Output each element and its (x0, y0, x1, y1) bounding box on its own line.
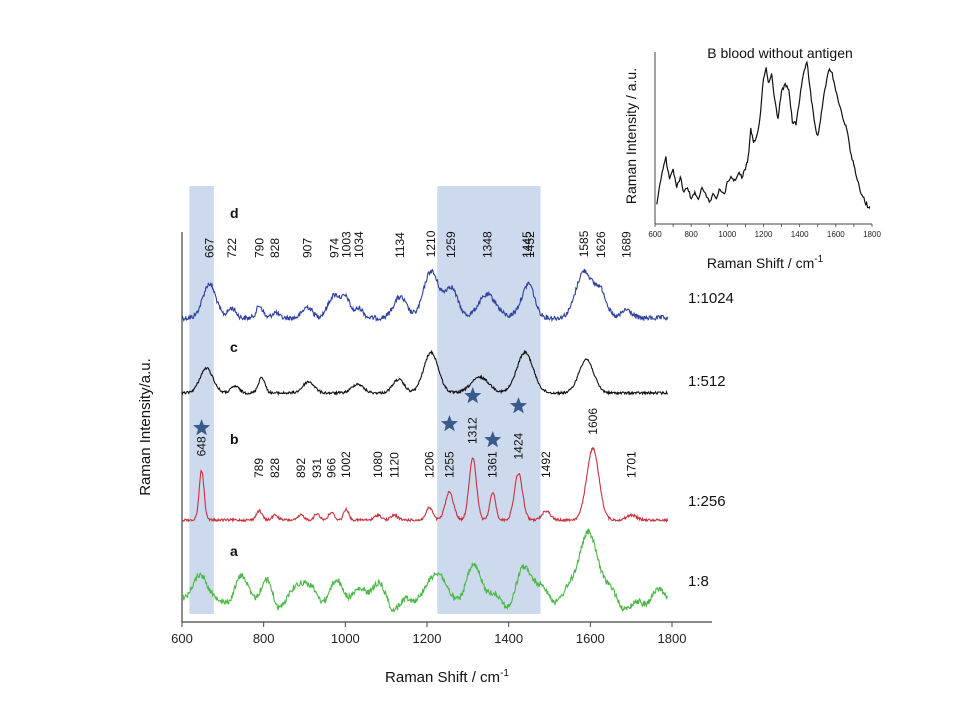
inset-tick-label: 1200 (755, 230, 773, 239)
x-tick-label: 1200 (413, 631, 442, 646)
inset-x-ticks: 600 800 1000 1200 1400 1600 1800 (648, 224, 881, 239)
x-tick-label: 800 (253, 631, 275, 646)
peak-label: 1134 (393, 232, 407, 258)
peak-label: 1424 (512, 432, 526, 459)
inset-tick-label: 600 (648, 230, 662, 239)
peak-label: 789 (252, 458, 266, 478)
peak-label: 1255 (443, 451, 457, 478)
peak-label: 828 (268, 238, 282, 258)
inset-tick-label: 1400 (791, 230, 809, 239)
main-y-axis-title: Raman Intensity/a.u. (137, 358, 154, 496)
peak-label: 1348 (480, 231, 494, 258)
x-tick-label: 1800 (658, 631, 687, 646)
trace-annotations: d 1:1024 c 1:512 b 1:256 a 1:8 (230, 205, 734, 590)
peak-label: 648 (195, 436, 209, 456)
inset-trace (656, 60, 871, 209)
star-marker (464, 387, 482, 404)
peak-label: 1206 (422, 451, 436, 478)
peak-label: 790 (253, 238, 267, 258)
ratio-label-d: 1:1024 (688, 290, 734, 307)
inset-tick-label: 1600 (827, 230, 845, 239)
x-tick-label: 1000 (331, 631, 360, 646)
ratio-label-c: 1:512 (688, 373, 726, 390)
trace-a (181, 527, 669, 613)
trace-letter-b: b (230, 431, 239, 447)
x-tick-label: 1600 (576, 631, 605, 646)
trace-letter-a: a (230, 543, 238, 559)
inset-tick-label: 800 (684, 230, 698, 239)
peak-label: 907 (300, 238, 314, 258)
peak-label: 1492 (539, 451, 553, 478)
inset-x-axis-title: Raman Shift / cm-1 (707, 254, 824, 271)
ratio-label-b: 1:256 (688, 493, 726, 510)
peak-label: 931 (310, 458, 324, 478)
inset-title: B blood without antigen (707, 45, 853, 61)
peak-label: 1034 (352, 231, 366, 258)
spectra-traces (181, 268, 669, 613)
main-x-axis-title: Raman Shift / cm-1 (385, 668, 509, 686)
highlight-band (189, 186, 214, 614)
inset-chart: 600 800 1000 1200 1400 1600 1800 B blood witho… (623, 45, 881, 271)
star-marker (509, 397, 527, 414)
peak-label: 1312 (466, 417, 480, 444)
x-tick-label: 1400 (494, 631, 523, 646)
highlight-bands (189, 186, 541, 614)
peak-label: 1585 (577, 230, 591, 257)
peak-label: 1361 (486, 451, 500, 478)
peak-label: 828 (268, 458, 282, 478)
inset-y-axis-title: Raman Intensity / a.u. (623, 68, 639, 204)
inset-tick-label: 1800 (863, 230, 881, 239)
peak-label: 1080 (371, 451, 385, 478)
peak-label: 1210 (424, 230, 438, 257)
x-tick-label: 600 (171, 631, 193, 646)
peak-label: 722 (225, 238, 239, 258)
peak-label: 1445 (520, 231, 534, 258)
peak-label: 667 (202, 238, 216, 258)
star-markers (193, 387, 527, 448)
ratio-label-a: 1:8 (688, 573, 709, 590)
star-marker (484, 431, 502, 448)
peak-label: 974 (328, 238, 342, 258)
main-x-ticks: 600 800 1000 1200 1400 1600 1800 (171, 622, 686, 646)
highlight-band (437, 186, 541, 614)
inset-spectrum (656, 60, 871, 209)
peak-label: 892 (294, 458, 308, 478)
peak-label: 1002 (339, 451, 353, 478)
peak-label: 1003 (340, 231, 354, 258)
peak-label: 1626 (594, 231, 608, 258)
trace-b (181, 446, 669, 523)
trace-d (181, 268, 669, 323)
peak-label: 1120 (387, 452, 401, 478)
peak-label: 1701 (625, 451, 639, 478)
peak-label: 966 (324, 458, 338, 478)
main-axes (181, 232, 712, 623)
trace-letter-c: c (230, 339, 238, 355)
peak-label: 1689 (620, 231, 634, 258)
peak-label: 1452 (523, 231, 537, 258)
star-marker (440, 415, 458, 432)
trace-c (181, 349, 669, 397)
peak-label: 1606 (586, 408, 600, 435)
inset-tick-label: 1000 (718, 230, 736, 239)
peak-label: 1259 (444, 231, 458, 258)
trace-letter-d: d (230, 205, 239, 221)
star-marker (193, 419, 211, 436)
